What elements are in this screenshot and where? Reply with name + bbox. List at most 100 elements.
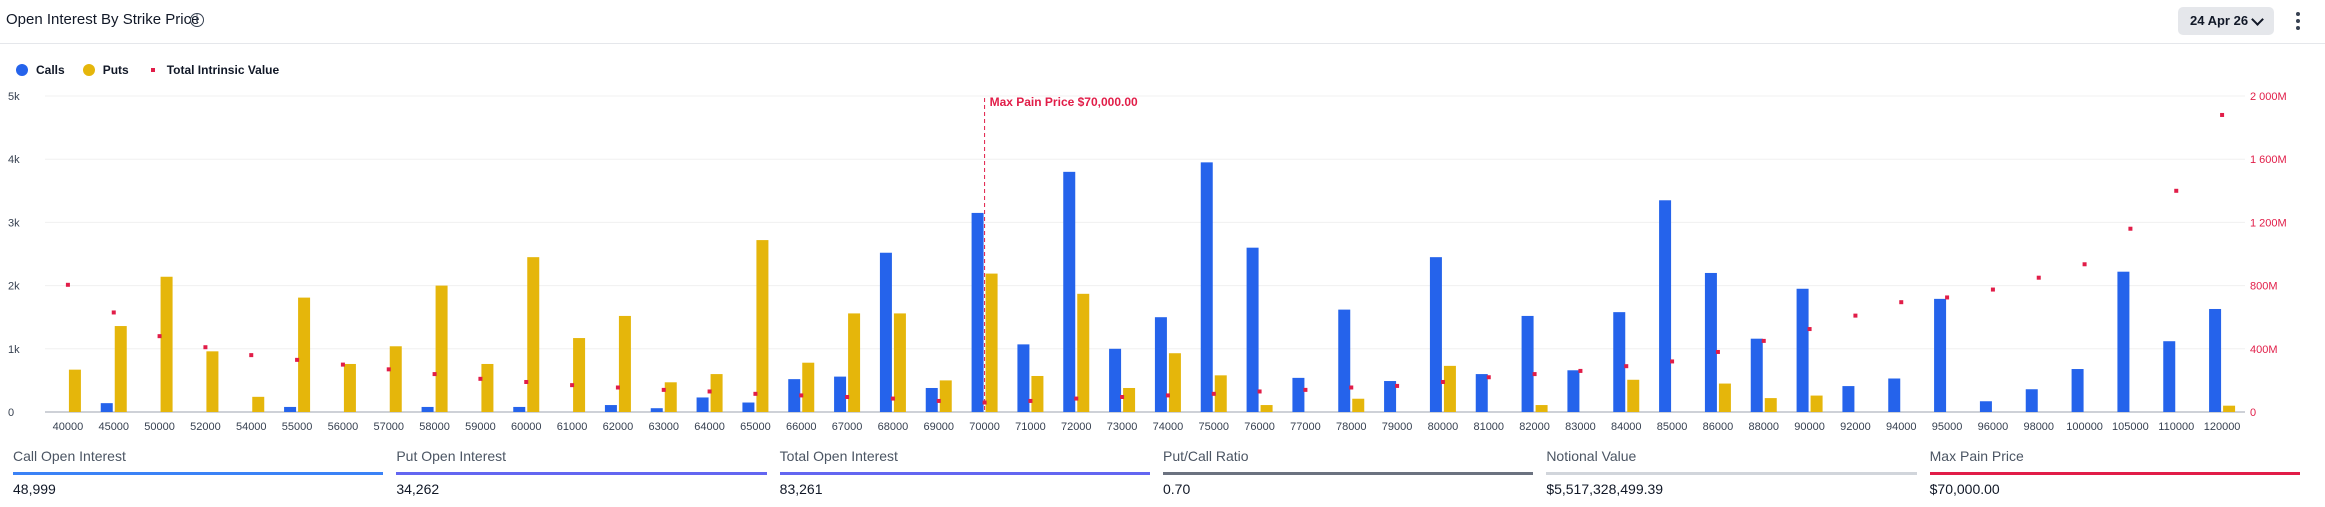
x-tick-label: 100000 [2066,421,2103,430]
stat-value: 48,999 [13,481,56,497]
put-bar [1123,387,1136,412]
stat-value: 34,262 [396,481,440,497]
expiry-date-dropdown[interactable]: 24 Apr 26 [2178,7,2274,35]
put-bar [573,338,586,412]
call-bar [1613,312,1626,412]
x-tick-label: 80000 [1428,421,1459,430]
x-tick-label: 54000 [236,421,267,430]
put-bar [114,326,127,412]
stat-label: Total Open Interest [779,448,898,464]
intrinsic-value-point [1349,385,1354,390]
x-tick-label: 83000 [1565,421,1596,430]
call-bar [1659,200,1672,412]
x-tick-label: 65000 [740,421,771,430]
put-bar [710,374,723,412]
call-bar [788,379,801,412]
call-bar [2163,341,2176,412]
intrinsic-value-point [1395,383,1400,388]
x-tick-label: 88000 [1748,421,1779,430]
x-tick-label: 105000 [2112,421,2149,430]
intrinsic-value-point [432,372,437,377]
put-bar [389,346,402,412]
stat-value: $5,517,328,499.39 [1546,481,1664,497]
intrinsic-value-point [2036,275,2041,280]
x-tick-label: 63000 [648,421,679,430]
intrinsic-value-point [249,353,254,358]
intrinsic-value-point [890,396,895,401]
call-bar [1338,309,1351,412]
intrinsic-value-point [524,379,529,384]
y-right-tick-label: 0 [2250,407,2256,419]
kebab-menu-icon[interactable] [2292,10,2304,32]
intrinsic-value-point [661,387,666,392]
legend-label-puts: Puts [102,63,129,77]
call-bar [2071,369,2084,412]
legend-label-calls: Calls [36,63,65,77]
call-bar [284,406,297,412]
intrinsic-value-point [799,393,804,398]
intrinsic-value-point [203,345,208,350]
legend-item-puts[interactable]: Puts [82,63,129,77]
intrinsic-value-point [478,376,483,381]
put-bar [435,285,448,412]
stat-underline [1929,472,2300,475]
put-bar [1764,398,1777,412]
intrinsic-value-point [1578,368,1583,373]
chevron-down-icon [2251,13,2264,26]
x-tick-label: 45000 [98,421,129,430]
x-tick-label: 96000 [1978,421,2009,430]
call-bar [100,403,113,412]
y-right-tick-label: 2 000M [2250,91,2287,103]
intrinsic-value-point [1899,300,1904,305]
x-tick-label: 75000 [1198,421,1229,430]
y-right-tick-label: 1 200M [2250,217,2287,229]
x-tick-label: 77000 [1290,421,1321,430]
info-icon[interactable]: i [190,13,204,27]
x-tick-label: 62000 [603,421,634,430]
stat-label: Put Open Interest [396,448,507,464]
stat-underline [1162,472,1534,475]
x-tick-label: 85000 [1657,421,1688,430]
put-bar [1077,293,1090,412]
legend-swatch-calls [16,64,28,76]
call-bar [971,212,984,412]
put-bar [1627,379,1640,412]
x-tick-label: 76000 [1244,421,1275,430]
put-bar [756,240,769,412]
y-left-tick-label: 3k [8,217,20,229]
x-tick-label: 58000 [419,421,450,430]
stat-total-open-interest: Total Open Interest 83,261 [779,448,1150,497]
stat-value: 83,261 [779,481,823,497]
y-right-tick-label: 400M [2250,344,2278,356]
x-tick-label: 98000 [2023,421,2054,430]
call-bar [742,402,755,412]
call-bar [1979,401,1992,412]
legend-item-intrinsic[interactable]: Total Intrinsic Value [147,63,279,77]
call-bar [925,387,938,412]
call-bar [513,406,526,412]
call-bar [1429,257,1442,412]
call-bar [1154,317,1167,412]
stat-max-pain-price: Max Pain Price $70,000.00 [1929,448,2300,497]
x-tick-label: 52000 [190,421,221,430]
put-bar [1352,398,1365,412]
stat-underline [13,472,384,475]
call-bar [1521,315,1534,412]
legend-item-calls[interactable]: Calls [16,63,65,77]
call-bar [1842,386,1855,412]
put-bar [527,257,540,412]
x-tick-label: 59000 [465,421,496,430]
call-bar [696,397,709,412]
intrinsic-value-point [845,394,850,399]
intrinsic-value-point [1853,313,1858,318]
chart-legend: Calls Puts Total Intrinsic Value [16,63,297,77]
intrinsic-value-point [707,389,712,394]
x-tick-label: 40000 [53,421,84,430]
intrinsic-value-point [1670,359,1675,364]
call-bar [650,408,663,412]
x-tick-label: 61000 [557,421,588,430]
stat-label: Max Pain Price [1929,448,2024,464]
y-left-tick-label: 1k [8,344,20,356]
call-bar [421,406,434,412]
stat-notional-value: Notional Value $5,517,328,499.39 [1546,448,1917,497]
